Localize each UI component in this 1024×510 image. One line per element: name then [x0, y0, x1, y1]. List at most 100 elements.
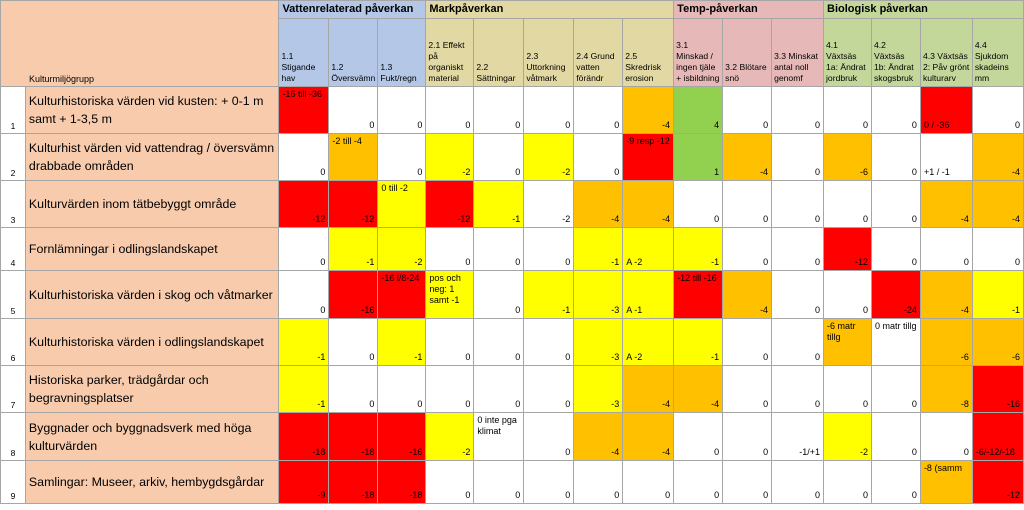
matrix-cell: -1 — [673, 318, 724, 366]
matrix-cell: 0 — [278, 133, 330, 181]
matrix-cell: -18 — [328, 412, 379, 461]
matrix-cell: -4 — [573, 180, 624, 228]
matrix-cell: -4 — [622, 86, 675, 134]
column-header: 3.1 Minskad / ingen tjäle + isbildning — [673, 18, 724, 87]
matrix-cell: -1 — [278, 318, 330, 366]
row-label: Samlingar: Museer, arkiv, hembygdsgårdar — [24, 460, 280, 504]
matrix-cell: -2 — [377, 227, 427, 271]
table-row: 3 Kulturvärden inom tätbebyggt område -12-… — [0, 180, 1024, 228]
matrix-cell: -1 — [971, 270, 1024, 319]
matrix-cell: -2 — [523, 180, 575, 228]
matrix-cell: 4 — [673, 86, 724, 134]
row-number: 4 — [0, 227, 26, 271]
group-temp: Temp-påverkan — [673, 0, 825, 19]
table-row: 7 Historiska parker, trädgårdar och begra… — [0, 365, 1024, 413]
matrix-cell: 0 — [425, 365, 475, 413]
matrix-cell: 0 — [523, 318, 575, 366]
row-number: 5 — [0, 270, 26, 319]
matrix-cell: 0 — [622, 460, 675, 504]
row-label: Fornlämningar i odlingslandskapet — [24, 227, 280, 271]
matrix-cell: -24 — [870, 270, 921, 319]
matrix-cell: -2 — [425, 412, 475, 461]
matrix-cell: -3 — [573, 365, 624, 413]
matrix-cell: -6 — [971, 318, 1024, 366]
matrix-cell: 0 — [823, 86, 872, 134]
row-number: 8 — [0, 412, 26, 461]
matrix-cell: -4 — [971, 180, 1024, 228]
matrix-cell: 0 — [573, 133, 624, 181]
matrix-cell: 0 — [473, 270, 525, 319]
matrix-cell: -1/+1 — [771, 412, 825, 461]
matrix-cell: 0 — [722, 365, 773, 413]
matrix-cell: -9 — [278, 460, 330, 504]
matrix-cell: 0 matr tillg — [870, 318, 921, 366]
matrix-cell: -3 — [573, 270, 624, 319]
matrix-cell: +1 / -1 — [919, 133, 973, 181]
matrix-cell: 0 — [673, 180, 724, 228]
matrix-cell: 0 — [771, 365, 825, 413]
column-header: 2.1 Effekt på organiskt material — [425, 18, 475, 87]
matrix-cell: 0 — [573, 460, 624, 504]
matrix-cell: 0 — [425, 318, 475, 366]
row-label: Kulturhistoriska värden i odlingslandska… — [24, 318, 280, 366]
matrix-cell: 0 — [377, 365, 427, 413]
matrix-cell: 0 — [473, 227, 525, 271]
matrix-cell: A -2 — [622, 318, 675, 366]
matrix-cell: 0 — [473, 86, 525, 134]
matrix-cell: -4 — [919, 270, 973, 319]
matrix-cell: -6/-12/-18 — [971, 412, 1024, 461]
table-row: 6 Kulturhistoriska värden i odlingslandsk… — [0, 318, 1024, 366]
matrix-cell: -12 till -16 — [673, 270, 724, 319]
matrix-cell: -2 — [523, 133, 575, 181]
matrix-cell: 0 — [523, 227, 575, 271]
column-header: 1.1 Stigande hav — [278, 18, 330, 87]
matrix-cell: 0 / -36 — [919, 86, 973, 134]
matrix-cell: -16 till -36 — [278, 86, 330, 134]
column-header: 2.2 Sättningar — [473, 18, 525, 87]
table-row: 5 Kulturhistoriska värden i skog och våtm… — [0, 270, 1024, 319]
matrix-cell: -8 (samm — [919, 460, 973, 504]
matrix-cell: -12 — [425, 180, 475, 228]
matrix-cell: 0 — [823, 270, 872, 319]
column-header: 3.2 Blötare snö — [722, 18, 773, 87]
matrix-cell: 0 till -2 — [377, 180, 427, 228]
matrix-cell: -16 l/8-24 — [377, 270, 427, 319]
matrix-cell: 0 — [523, 86, 575, 134]
matrix-cell: 0 — [722, 86, 773, 134]
matrix-cell: 0 — [523, 412, 575, 461]
matrix-cell: -1 — [673, 227, 724, 271]
matrix-cell: -1 — [523, 270, 575, 319]
matrix-cell: -1 — [473, 180, 525, 228]
matrix-cell: 0 — [771, 227, 825, 271]
matrix-cell: -8 — [919, 365, 973, 413]
matrix-cell: -18 — [328, 460, 379, 504]
matrix-cell: 0 — [722, 227, 773, 271]
corner-label: Kulturmiljögrupp — [0, 0, 280, 87]
matrix-cell: 0 — [473, 318, 525, 366]
matrix-cell: 0 — [722, 318, 773, 366]
matrix-cell: -4 — [622, 365, 675, 413]
matrix-cell: 0 — [573, 86, 624, 134]
group-vattenrelaterad: Vattenrelaterad påverkan — [278, 0, 427, 19]
matrix-cell: -12 — [971, 460, 1024, 504]
table-row: 9 Samlingar: Museer, arkiv, hembygdsgårda… — [0, 460, 1024, 504]
matrix-cell: -4 — [919, 180, 973, 228]
matrix-cell: 0 — [823, 365, 872, 413]
matrix-cell: -2 — [823, 412, 872, 461]
matrix-cell: -16 — [328, 270, 379, 319]
matrix-cell: 0 — [377, 133, 427, 181]
matrix-cell: 0 — [377, 86, 427, 134]
matrix-cell: 0 — [870, 460, 921, 504]
matrix-cell: 0 — [971, 227, 1024, 271]
column-header: 4.1 Växtsäs 1a: Ändrat jordbruk — [823, 18, 872, 87]
matrix-cell: 0 — [870, 86, 921, 134]
table-row: 8 Byggnader och byggnadsverk med höga kul… — [0, 412, 1024, 461]
column-header: 4.3 Växtsäs 2: Påv grönt kulturarv — [919, 18, 973, 87]
matrix-cell: 0 — [673, 412, 724, 461]
column-header: 1.2 Översvämn — [328, 18, 379, 87]
matrix-cell: -6 matr tillg — [823, 318, 872, 366]
matrix-cell: -12 — [823, 227, 872, 271]
matrix-cell: -4 — [673, 365, 724, 413]
matrix-cell: -4 — [722, 133, 773, 181]
matrix-cell: -4 — [722, 270, 773, 319]
